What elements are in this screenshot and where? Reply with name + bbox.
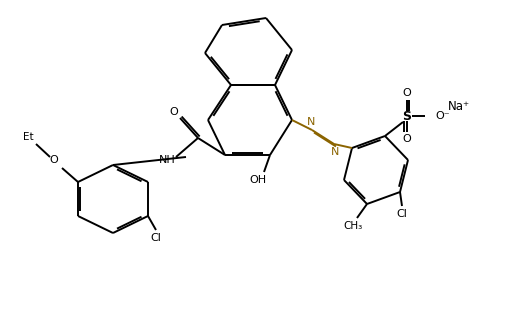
Text: N: N — [331, 147, 339, 157]
Text: NH: NH — [159, 155, 176, 165]
Text: O: O — [169, 107, 178, 117]
Text: O: O — [49, 155, 59, 165]
Text: Na⁺: Na⁺ — [448, 100, 470, 113]
Text: O: O — [403, 134, 411, 144]
Text: N: N — [307, 117, 315, 127]
Text: OH: OH — [249, 175, 267, 185]
Text: Cl: Cl — [151, 233, 161, 243]
Text: O⁻: O⁻ — [435, 111, 449, 121]
Text: CH₃: CH₃ — [344, 221, 362, 231]
Text: S: S — [403, 109, 411, 123]
Text: Et: Et — [23, 132, 33, 142]
Text: Cl: Cl — [397, 209, 407, 219]
Text: O: O — [403, 88, 411, 98]
